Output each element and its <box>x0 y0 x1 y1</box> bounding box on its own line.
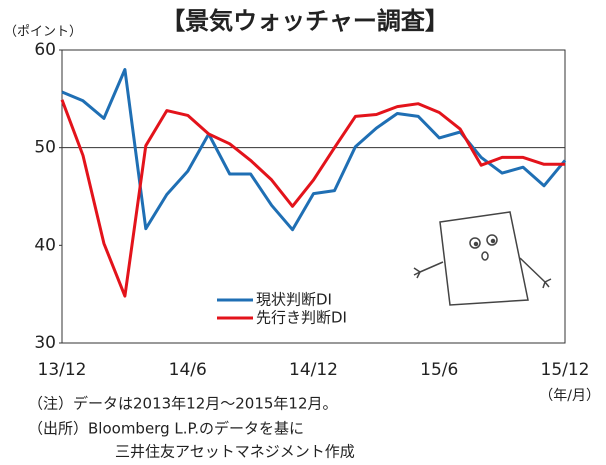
x-tick-label: 14/6 <box>169 360 207 380</box>
legend-label: 現状判断DI <box>256 291 332 309</box>
legend-label: 先行き判断DI <box>256 309 347 327</box>
y-unit: （ポイント） <box>4 25 82 40</box>
y-tick-label: 60 <box>34 40 56 60</box>
note: （注）データは2013年12月～2015年12月。 <box>28 395 338 413</box>
y-tick-label: 40 <box>34 235 56 255</box>
x-tick-label: 15/12 <box>541 360 590 380</box>
note: （出所）Bloomberg L.P.のデータを基に <box>28 420 304 438</box>
x-tick-label: 14/12 <box>289 360 338 380</box>
x-unit: （年/月） <box>539 388 600 404</box>
chart-title: 【景気ウォッチャー調査】 <box>161 7 449 35</box>
y-tick-label: 50 <box>34 138 56 158</box>
y-tick-label: 30 <box>34 333 56 353</box>
character-illustration <box>414 212 551 305</box>
x-tick-label: 15/6 <box>420 360 458 380</box>
x-tick-label: 13/12 <box>38 360 87 380</box>
note: 三井住友アセットマネジメント作成 <box>115 443 355 461</box>
chart: 【景気ウォッチャー調査】 （ポイント） （年/月） （注）データは2013年12… <box>0 0 606 465</box>
